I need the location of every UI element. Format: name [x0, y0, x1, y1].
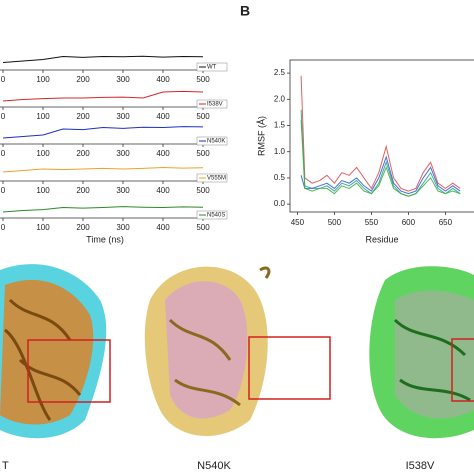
x-tick-label: 500 [328, 218, 342, 227]
x-tick-label: 300 [116, 112, 130, 121]
x-tick-label: 200 [76, 223, 90, 232]
x-tick-label: 500 [196, 75, 210, 84]
structure-i538v [369, 266, 474, 439]
y-tick-label: 2.0 [274, 94, 286, 103]
x-tick-label: 100 [36, 112, 50, 121]
legend-box [196, 136, 228, 146]
structure-label: N540K [197, 460, 231, 472]
legend-label: I538V [207, 102, 223, 108]
x-tick-label: 500 [196, 223, 210, 232]
legend-label: N540K [207, 139, 225, 145]
x-tick-label: 0 [1, 112, 6, 121]
x-tick-label: 650 [439, 218, 453, 227]
x-axis-label: Time (ns) [86, 234, 124, 244]
x-tick-label: 400 [156, 149, 170, 158]
line [2, 206, 204, 213]
x-tick-label: 550 [365, 218, 379, 227]
legend-label: WT [207, 65, 217, 71]
x-tick-label: 400 [156, 223, 170, 232]
x-tick-label: 400 [156, 112, 170, 121]
line [2, 166, 204, 173]
structure-label: T [2, 460, 9, 472]
x-tick-label: 100 [36, 75, 50, 84]
x-tick-label: 400 [156, 186, 170, 195]
x-tick-label: 300 [116, 75, 130, 84]
legend-box [196, 99, 228, 109]
y-tick-label: 1.0 [274, 147, 286, 156]
x-tick-label: 100 [36, 186, 50, 195]
x-tick-label: 600 [402, 218, 416, 227]
legend-label: V555M [207, 176, 226, 182]
x-tick-label: 500 [196, 112, 210, 121]
x-tick-label: 300 [116, 186, 130, 195]
x-tick-label: 0 [1, 186, 6, 195]
x-tick-label: 200 [76, 149, 90, 158]
x-tick-label: 100 [36, 149, 50, 158]
x-tick-label: 200 [76, 186, 90, 195]
plot-frame [289, 59, 474, 213]
x-tick-label: 0 [1, 223, 6, 232]
legend-box [196, 62, 228, 72]
y-tick-label: 1.5 [274, 121, 286, 130]
x-tick-label: 450 [291, 218, 305, 227]
line [300, 155, 461, 195]
y-tick-label: 2.5 [274, 68, 286, 77]
x-tick-label: 0 [1, 75, 6, 84]
line [2, 90, 204, 102]
x-tick-label: 300 [116, 223, 130, 232]
y-axis-label: RMSF (Å) [256, 116, 266, 156]
x-tick-label: 400 [156, 75, 170, 84]
line [2, 55, 204, 63]
x-tick-label: 100 [36, 223, 50, 232]
x-tick-label: 300 [116, 149, 130, 158]
legend-label: N540S [207, 213, 225, 219]
line [300, 75, 461, 192]
y-tick-label: 0.5 [274, 173, 286, 182]
x-tick-label: 500 [196, 149, 210, 158]
legend-box [196, 210, 228, 220]
structure-label: I538V [406, 460, 435, 472]
x-tick-label: 200 [76, 75, 90, 84]
x-axis-label: Residue [365, 234, 398, 244]
x-tick-label: 0 [1, 149, 6, 158]
x-tick-label: 200 [76, 112, 90, 121]
x-tick-label: 500 [196, 186, 210, 195]
structure-n540k [144, 266, 331, 437]
legend-box [196, 173, 228, 183]
line [300, 109, 461, 197]
line [300, 120, 461, 197]
panel-label: B [240, 3, 250, 19]
y-tick-label: 0.0 [274, 199, 286, 208]
structure-wt [0, 264, 111, 439]
line [2, 126, 204, 139]
